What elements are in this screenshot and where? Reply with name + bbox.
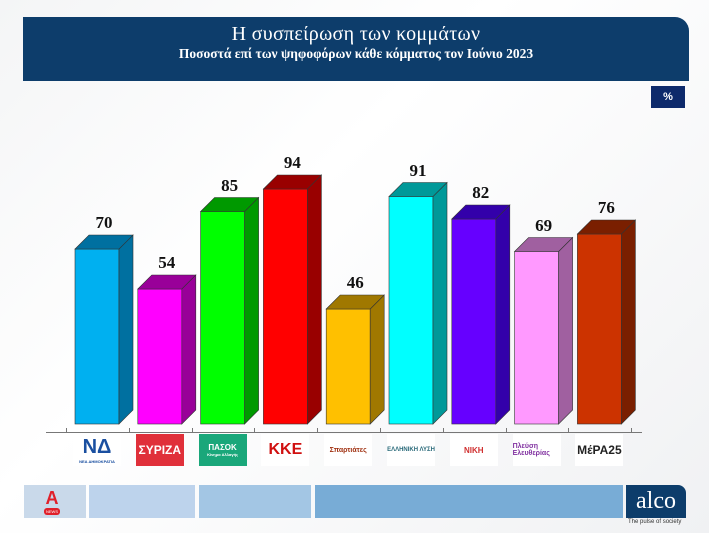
- party-logo-name: Πλεύση Ελευθερίας: [512, 443, 550, 457]
- bar: [325, 294, 385, 425]
- x-axis: [46, 432, 642, 433]
- axis-tick: [568, 428, 570, 433]
- axis-tick: [505, 428, 507, 433]
- party-logo-name: ΝΔ: [82, 436, 112, 458]
- bar-value-label: 94: [283, 153, 301, 172]
- axis-tick: [317, 428, 319, 433]
- bar-value-label: 54: [158, 253, 176, 272]
- party-logo-name: ΚΚΕ: [268, 441, 303, 458]
- party-logo-sub: ΝΕΑ ΔΗΜΟΚΡΑΤΙΑ: [79, 459, 115, 464]
- axis-tick: [66, 428, 67, 433]
- party-logo-name: ΝΙΚΗ: [464, 445, 484, 455]
- bar-value-label: 46: [346, 273, 364, 292]
- footer-band-2: [199, 485, 311, 518]
- bar: [137, 274, 197, 425]
- party-logo: ΝΔ ΝΕΑ ΔΗΜΟΚΡΑΤΙΑ: [73, 434, 121, 466]
- chart-subtitle: Ποσοστά επί των ψηφοφόρων κάθε κόμματος …: [178, 46, 534, 61]
- chart-title: Η συσπείρωση των κομμάτων: [231, 23, 481, 45]
- party-logo-name: ΣΥΡΙΖΑ: [138, 443, 182, 457]
- party-logo: ΚΚΕ: [261, 434, 310, 466]
- bar-value-label: 76: [597, 198, 615, 217]
- party-logo-sub: Κίνημα Αλλαγής: [207, 452, 239, 457]
- alco-logo: alco: [626, 485, 686, 518]
- party-logo: ΜέΡΑ25: [575, 434, 624, 466]
- party-logo: ΣΥΡΙΖΑ: [135, 434, 184, 466]
- channel-logo-icon: A: [45, 488, 59, 508]
- channel-logo-label: NEWS: [44, 508, 60, 515]
- unit-badge: %: [651, 86, 685, 108]
- axis-tick: [254, 428, 256, 433]
- bar-value-label: 82: [472, 183, 490, 202]
- axis-tick: [128, 428, 130, 433]
- bar: [576, 219, 637, 425]
- party-logo: Σπαρτιάτες: [324, 434, 373, 466]
- bar-value-label: 85: [221, 175, 239, 195]
- party-logo: Πλεύση Ελευθερίας: [512, 434, 561, 466]
- bar: [513, 236, 574, 425]
- footer-band-3: [315, 485, 623, 518]
- bar: [199, 196, 260, 425]
- axis-tick: [380, 428, 381, 433]
- party-logo: ΠΑΣΟΚ Κίνημα Αλλαγής: [198, 434, 247, 466]
- bar: [451, 204, 511, 425]
- bar-value-label: 70: [95, 213, 113, 232]
- channel-logo-box: A NEWS: [24, 485, 86, 518]
- party-logo: ΕΛΛΗΝΙΚΗ ΛΥΣΗ: [387, 434, 435, 466]
- chart-header: Η συσπείρωση των κομμάτων Ποσοστά επί τω…: [23, 17, 689, 81]
- bar-value-label: 91: [409, 160, 427, 180]
- party-logo-name: Σπαρτιάτες: [329, 446, 367, 454]
- alco-tagline: The pulse of society: [628, 519, 682, 525]
- bar: [74, 234, 134, 425]
- axis-tick: [191, 428, 193, 433]
- party-logo-name: ΕΛΛΗΝΙΚΗ ΛΥΣΗ: [387, 447, 435, 453]
- axis-tick: [442, 428, 444, 433]
- party-logo-name: ΠΑΣΟΚ: [208, 443, 237, 452]
- bar: [388, 181, 448, 425]
- footer-band-1: [89, 485, 195, 518]
- bar-value-label: 69: [535, 215, 553, 235]
- party-logo: ΝΙΚΗ: [449, 434, 498, 466]
- party-logo-name: ΜέΡΑ25: [577, 443, 622, 457]
- bar: [262, 174, 323, 425]
- axis-tick: [631, 428, 633, 433]
